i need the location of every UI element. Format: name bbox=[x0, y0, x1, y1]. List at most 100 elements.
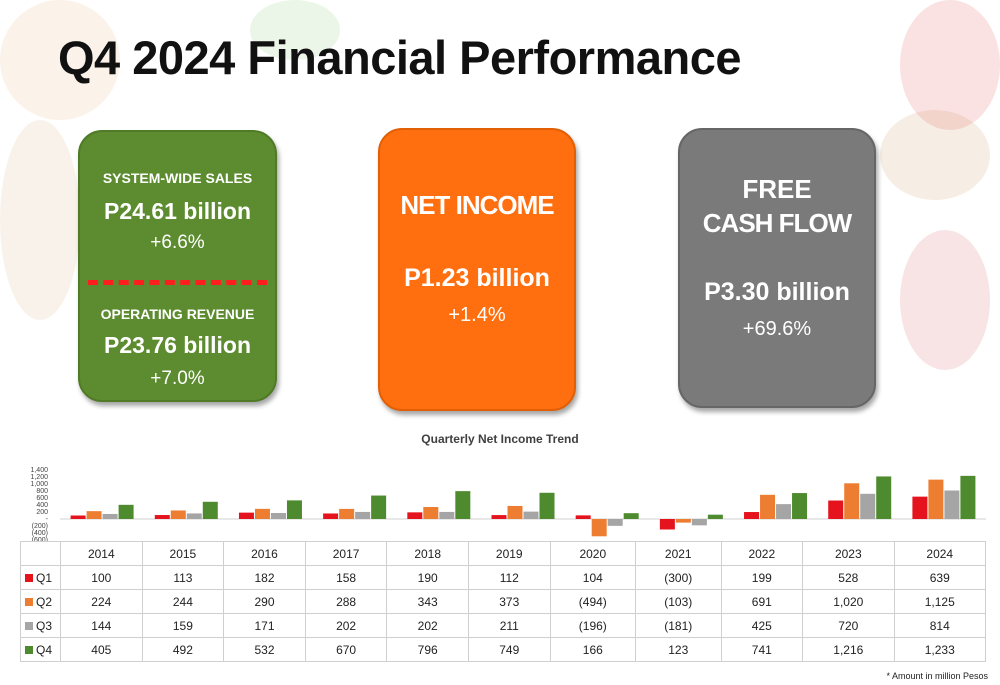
table-cell: 199 bbox=[720, 565, 804, 590]
year-header: 2015 bbox=[141, 541, 225, 566]
table-corner-cell bbox=[20, 541, 61, 566]
table-cell: 100 bbox=[60, 565, 143, 590]
table-cell: 211 bbox=[467, 613, 551, 638]
table-cell: 741 bbox=[720, 637, 804, 662]
bar-q4-2021 bbox=[707, 514, 723, 519]
system-wide-sales-value: P24.61 billion bbox=[104, 198, 251, 224]
chart-title: Quarterly Net Income Trend bbox=[421, 432, 579, 446]
bar-q4-2014 bbox=[118, 504, 134, 519]
bar-q3-2018 bbox=[439, 511, 455, 519]
table-cell: 691 bbox=[720, 589, 804, 614]
bar-q3-2024 bbox=[944, 490, 960, 519]
bar-q2-2023 bbox=[844, 483, 860, 519]
table-cell: 288 bbox=[304, 589, 388, 614]
net-income-card: NET INCOME P1.23 billion +1.4% bbox=[378, 128, 576, 411]
bar-q2-2020 bbox=[591, 519, 607, 537]
table-cell: 144 bbox=[60, 613, 143, 638]
bar-q4-2016 bbox=[286, 500, 302, 519]
table-row: Q1 100 113 182 158 190 112 104 (300) 199 528 639 bbox=[20, 565, 986, 590]
table-row: Q4 405 492 532 670 796 749 166 123 741 1,216 1,233 bbox=[20, 637, 986, 662]
bar-q3-2015 bbox=[186, 513, 202, 519]
free-cash-flow-label-line1: FREE bbox=[742, 174, 812, 204]
bar-q3-2019 bbox=[523, 511, 539, 519]
table-cell: 1,233 bbox=[893, 637, 986, 662]
table-cell: 182 bbox=[223, 565, 306, 590]
footnote: * Amount in million Pesos bbox=[886, 671, 988, 681]
legend-entry-q2: Q2 bbox=[20, 589, 61, 614]
background-decoration bbox=[900, 230, 990, 370]
bar-q1-2015 bbox=[154, 515, 170, 519]
bar-q4-2015 bbox=[202, 501, 218, 519]
bar-q1-2020 bbox=[575, 515, 591, 519]
bar-q2-2022 bbox=[760, 494, 776, 519]
system-wide-sales-label: SYSTEM-WIDE SALES bbox=[102, 170, 253, 186]
table-cell: 158 bbox=[304, 565, 388, 590]
background-decoration bbox=[250, 0, 340, 60]
bar-q4-2022 bbox=[792, 493, 808, 519]
table-cell: 343 bbox=[386, 589, 469, 614]
year-header: 2021 bbox=[635, 541, 722, 566]
y-tick-label: - bbox=[46, 516, 49, 523]
year-header: 2019 bbox=[467, 541, 551, 566]
bar-q1-2017 bbox=[323, 513, 339, 519]
table-cell: 639 bbox=[893, 565, 986, 590]
table-cell: 190 bbox=[386, 565, 469, 590]
bar-q2-2019 bbox=[507, 505, 523, 519]
free-cash-flow-change: +69.6% bbox=[742, 318, 812, 340]
table-cell: (494) bbox=[549, 589, 637, 614]
bar-q1-2022 bbox=[744, 512, 760, 519]
legend-swatch bbox=[25, 574, 33, 583]
legend-swatch bbox=[25, 598, 33, 607]
year-header: 2024 bbox=[893, 541, 986, 566]
free-cash-flow-card: FREE CASH FLOW P3.30 billion +69.6% bbox=[678, 128, 876, 408]
net-income-label: NET INCOME bbox=[400, 190, 554, 220]
bar-q1-2019 bbox=[491, 515, 507, 519]
y-tick-label: (400) bbox=[32, 530, 48, 537]
table-cell: 670 bbox=[304, 637, 388, 662]
year-header: 2022 bbox=[720, 541, 804, 566]
year-header: 2014 bbox=[60, 541, 143, 566]
y-tick-label: 800 bbox=[36, 488, 48, 495]
y-tick-label: 1,400 bbox=[30, 467, 48, 474]
background-decoration bbox=[880, 110, 990, 200]
y-tick-label: (200) bbox=[32, 523, 48, 530]
data-table: 2014 2015 2016 2017 2018 2019 2020 2021 2022 2023… bbox=[20, 541, 986, 662]
legend-entry-q4: Q4 bbox=[20, 637, 61, 662]
operating-revenue-value: P23.76 billion bbox=[104, 332, 251, 358]
bar-q1-2024 bbox=[912, 496, 928, 519]
table-cell: 749 bbox=[467, 637, 551, 662]
table-cell: 112 bbox=[467, 565, 551, 590]
year-header: 2017 bbox=[304, 541, 388, 566]
dashed-divider bbox=[88, 280, 267, 285]
table-cell: 532 bbox=[223, 637, 306, 662]
table-cell: (181) bbox=[635, 613, 722, 638]
table-cell: 425 bbox=[720, 613, 804, 638]
table-cell: 113 bbox=[141, 565, 225, 590]
bar-q4-2023 bbox=[876, 476, 892, 519]
bar-q1-2023 bbox=[828, 500, 844, 519]
bar-q4-2018 bbox=[455, 491, 471, 519]
background-decoration bbox=[0, 120, 80, 320]
table-cell: 290 bbox=[223, 589, 306, 614]
legend-entry-q1: Q1 bbox=[20, 565, 61, 590]
table-cell: 1,125 bbox=[893, 589, 986, 614]
table-cell: (103) bbox=[635, 589, 722, 614]
table-cell: 202 bbox=[304, 613, 388, 638]
table-cell: 720 bbox=[802, 613, 895, 638]
bar-q2-2014 bbox=[86, 511, 102, 519]
table-cell: 159 bbox=[141, 613, 225, 638]
bar-q3-2021 bbox=[691, 519, 707, 526]
net-income-change: +1.4% bbox=[448, 304, 506, 326]
bar-q1-2014 bbox=[70, 515, 86, 519]
bar-q2-2021 bbox=[675, 519, 691, 523]
bar-q1-2018 bbox=[407, 512, 423, 519]
legend-label: Q2 bbox=[36, 594, 53, 609]
table-cell: 123 bbox=[635, 637, 722, 662]
table-cell: 166 bbox=[549, 637, 637, 662]
legend-swatch bbox=[25, 646, 33, 655]
bar-q1-2016 bbox=[238, 512, 254, 519]
y-tick-label: (600) bbox=[32, 537, 48, 542]
bar-q2-2015 bbox=[170, 510, 186, 519]
y-tick-label: 1,200 bbox=[30, 474, 48, 481]
legend-entry-q3: Q3 bbox=[20, 613, 61, 638]
